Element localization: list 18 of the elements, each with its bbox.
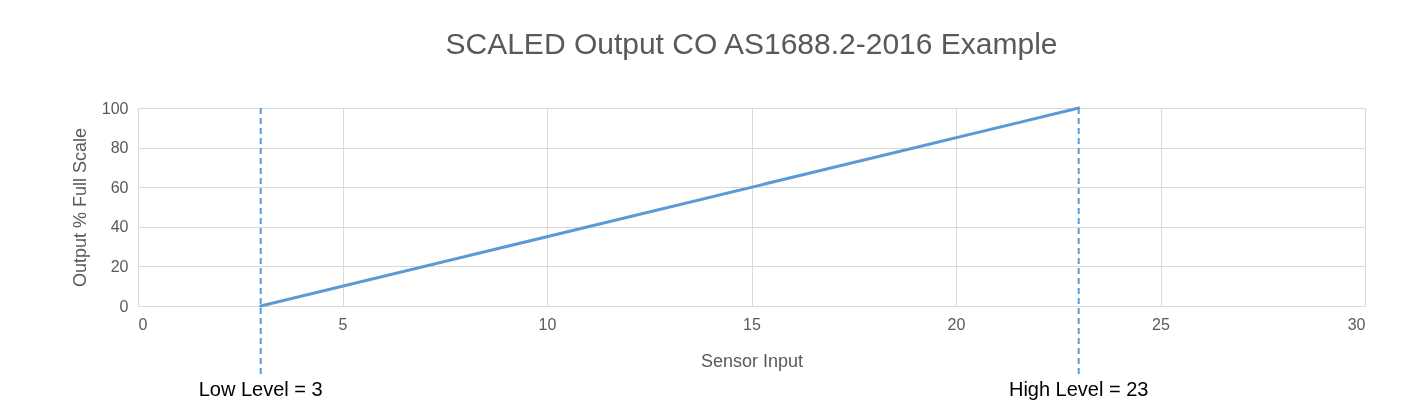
ref-line-label: Low Level = 3 <box>198 378 323 400</box>
x-tick-label: 30 <box>1347 315 1366 333</box>
y-tick-label: 100 <box>101 99 129 117</box>
chart-title: SCALED Output CO AS1688.2-2016 Example <box>445 27 1058 60</box>
x-tick-label: 5 <box>338 315 348 333</box>
y-tick-label: 80 <box>110 139 129 157</box>
ref-line-label: High Level = 23 <box>1008 378 1149 400</box>
x-tick-label: 25 <box>1152 315 1170 333</box>
x-tick-label: 20 <box>947 315 966 333</box>
y-tick-label: 40 <box>110 218 129 236</box>
x-tick-label: 0 <box>138 315 148 333</box>
y-tick-label: 60 <box>110 178 129 196</box>
y-tick-label: 20 <box>110 257 129 275</box>
x-tick-label: 15 <box>743 315 761 333</box>
x-axis-title: Sensor Input <box>700 350 804 371</box>
x-tick-label: 10 <box>538 315 557 333</box>
y-axis-title: Output % Full Scale <box>69 127 90 288</box>
y-tick-label: 0 <box>119 297 129 315</box>
